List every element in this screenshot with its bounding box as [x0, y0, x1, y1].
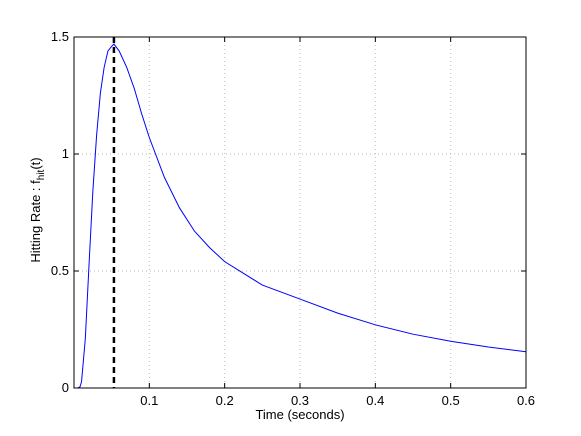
x-tick-label: 0.6 [517, 393, 535, 408]
y-tick-label: 1 [62, 146, 69, 161]
y-label-end: (t) [28, 157, 43, 169]
y-tick-label: 0.5 [51, 263, 69, 278]
x-tick-label: 0.3 [291, 393, 309, 408]
axes-box [73, 36, 527, 389]
y-tick-label: 0 [62, 380, 69, 395]
x-tick-label: 0.1 [140, 393, 158, 408]
y-axis-label: Hitting Rate : fhit(t) [28, 157, 47, 262]
x-axis-label: Time (seconds) [255, 407, 344, 422]
x-tick-label: 0.4 [366, 393, 384, 408]
y-label-main: Hitting Rate : f [28, 180, 43, 263]
x-tick-label: 0.5 [442, 393, 460, 408]
x-tick-label: 0.2 [216, 393, 234, 408]
y-label-sub: hit [36, 169, 47, 180]
y-tick-label: 1.5 [51, 29, 69, 44]
data-line [77, 43, 527, 389]
